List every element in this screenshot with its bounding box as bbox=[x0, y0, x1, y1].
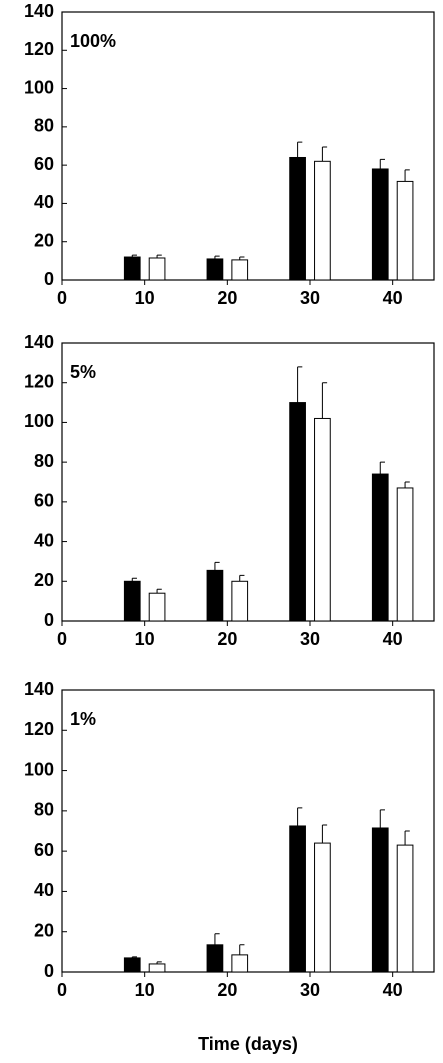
x-tick-label: 20 bbox=[217, 288, 237, 308]
bar bbox=[123, 957, 141, 973]
x-tick-label: 0 bbox=[57, 980, 67, 1000]
x-tick-label: 10 bbox=[135, 629, 155, 649]
y-tick-label: 20 bbox=[34, 570, 54, 590]
y-tick-label: 0 bbox=[44, 610, 54, 630]
bar bbox=[148, 592, 166, 622]
x-tick-label: 30 bbox=[300, 629, 320, 649]
error-bar bbox=[321, 824, 328, 844]
y-tick-label: 0 bbox=[44, 269, 54, 289]
error-bar bbox=[239, 944, 245, 955]
bar bbox=[371, 473, 389, 622]
error-bar bbox=[214, 561, 220, 571]
error-bar bbox=[404, 830, 410, 846]
error-bar bbox=[239, 574, 245, 582]
y-tick-label: 0 bbox=[44, 961, 54, 981]
error-bar bbox=[321, 146, 328, 162]
bar bbox=[371, 168, 389, 281]
bar bbox=[231, 580, 249, 622]
y-tick-label: 40 bbox=[34, 192, 54, 212]
y-tick-label: 140 bbox=[24, 1, 54, 21]
x-tick-label: 30 bbox=[300, 980, 320, 1000]
x-tick-label: 40 bbox=[383, 288, 403, 308]
error-bar bbox=[297, 141, 303, 158]
y-tick-label: 100 bbox=[24, 411, 54, 431]
x-tick-label: 10 bbox=[135, 980, 155, 1000]
bar bbox=[123, 256, 141, 281]
panel-label: 5% bbox=[70, 362, 96, 382]
y-tick-label: 100 bbox=[24, 77, 54, 97]
y-tick-label: 40 bbox=[34, 530, 54, 550]
bar bbox=[396, 180, 414, 281]
error-bar bbox=[404, 481, 410, 488]
x-tick-label: 20 bbox=[217, 980, 237, 1000]
bar bbox=[289, 402, 306, 622]
y-tick-label: 80 bbox=[34, 451, 54, 471]
panel-label: 1% bbox=[70, 709, 96, 729]
bar bbox=[148, 963, 166, 973]
error-bar bbox=[379, 461, 385, 475]
error-bar bbox=[379, 809, 385, 828]
y-tick-label: 120 bbox=[24, 371, 54, 391]
y-tick-label: 20 bbox=[34, 920, 54, 940]
error-bar bbox=[404, 169, 410, 182]
error-bar bbox=[214, 933, 220, 945]
y-tick-label: 60 bbox=[34, 154, 54, 174]
error-bar bbox=[297, 807, 303, 826]
bar bbox=[123, 580, 141, 622]
bar bbox=[371, 827, 389, 973]
y-tick-label: 60 bbox=[34, 491, 54, 511]
x-tick-label: 30 bbox=[300, 288, 320, 308]
y-tick-label: 120 bbox=[24, 39, 54, 59]
y-tick-label: 80 bbox=[34, 116, 54, 136]
x-tick-label: 40 bbox=[383, 980, 403, 1000]
y-tick-label: 140 bbox=[24, 679, 54, 699]
bar bbox=[396, 844, 414, 973]
bar bbox=[231, 954, 249, 973]
bar bbox=[396, 487, 414, 622]
panel-label: 100% bbox=[70, 31, 116, 51]
y-tick-label: 120 bbox=[24, 719, 54, 739]
y-tick-label: 100 bbox=[24, 759, 54, 779]
bar bbox=[206, 569, 224, 622]
y-tick-label: 60 bbox=[34, 840, 54, 860]
error-bar bbox=[321, 382, 328, 419]
bar bbox=[206, 258, 224, 281]
bar bbox=[206, 944, 224, 973]
bar bbox=[314, 160, 331, 281]
x-tick-label: 20 bbox=[217, 629, 237, 649]
bar bbox=[289, 156, 306, 281]
bar bbox=[314, 417, 331, 622]
x-tick-label: 40 bbox=[383, 629, 403, 649]
bar bbox=[148, 257, 166, 281]
bar bbox=[289, 825, 306, 973]
y-tick-label: 140 bbox=[24, 332, 54, 352]
error-bar bbox=[156, 588, 162, 594]
x-tick-label: 0 bbox=[57, 288, 67, 308]
y-tick-label: 20 bbox=[34, 230, 54, 250]
y-tick-label: 40 bbox=[34, 880, 54, 900]
x-tick-label: 0 bbox=[57, 629, 67, 649]
bar bbox=[231, 259, 249, 281]
x-axis-title: Time (days) bbox=[198, 1034, 298, 1054]
x-tick-label: 10 bbox=[135, 288, 155, 308]
bar bbox=[314, 842, 331, 973]
error-bar bbox=[379, 158, 385, 169]
y-tick-label: 80 bbox=[34, 800, 54, 820]
error-bar bbox=[297, 366, 303, 403]
